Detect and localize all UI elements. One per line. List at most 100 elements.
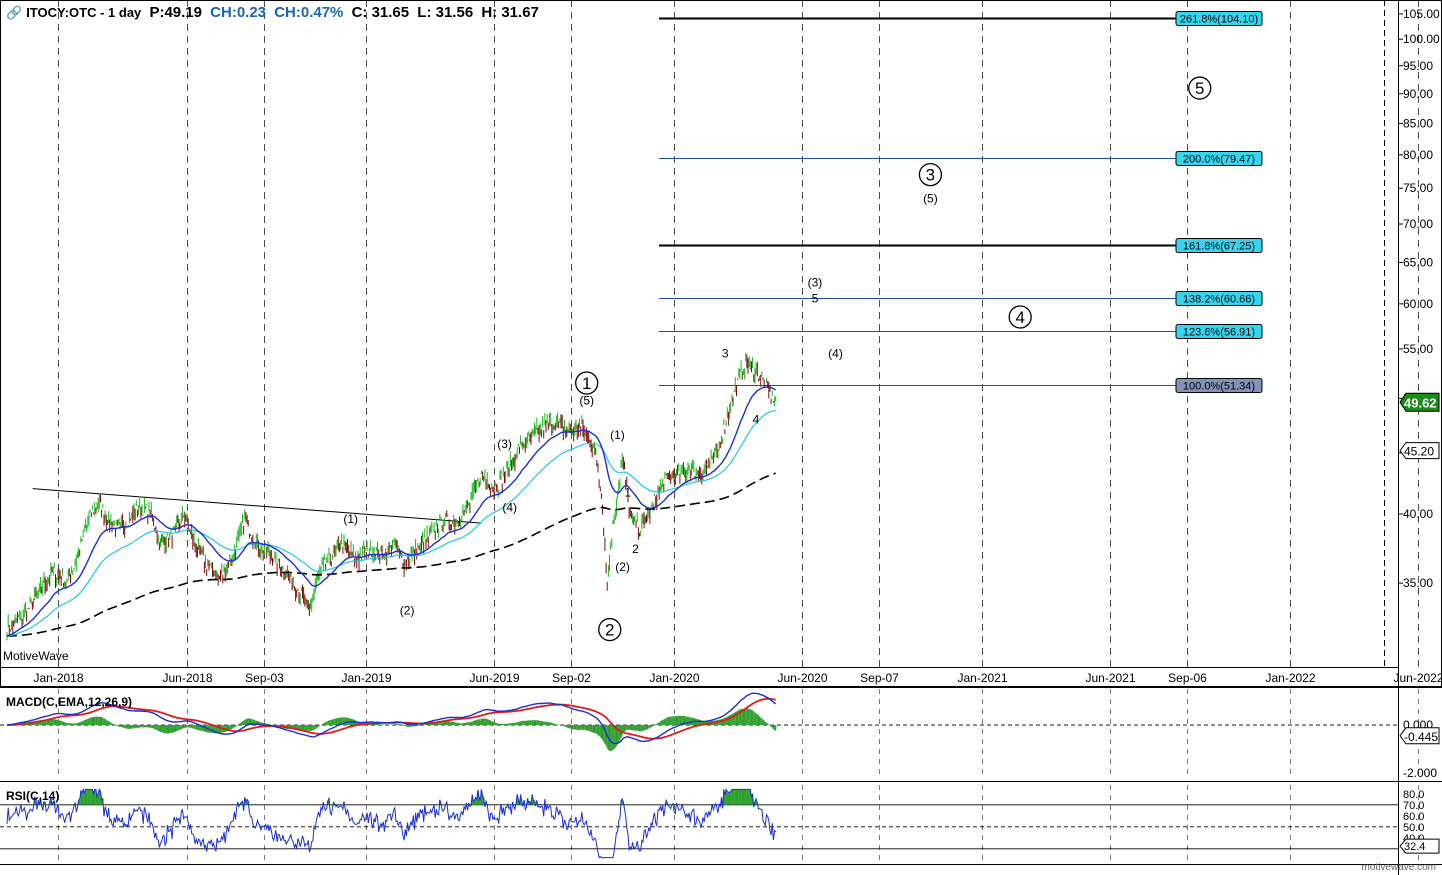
wave-label: (2)	[615, 560, 630, 574]
wave-label: (3)	[808, 276, 823, 290]
rsi-current-label: 32.4	[1404, 841, 1425, 853]
ema-fast-line	[6, 385, 776, 637]
fib-level-label: 161.8%(67.25)	[1183, 241, 1255, 253]
x-tick-label: Jan-2019	[341, 671, 391, 685]
x-tick-label: Sep-06	[1168, 671, 1207, 685]
wave-label: 1	[624, 485, 631, 499]
wave-label: 2	[632, 542, 639, 556]
macd-histogram	[6, 708, 777, 752]
y-tick-label: 100.00	[1403, 32, 1440, 46]
wave-label-circle	[1188, 76, 1212, 100]
footer-site: motivewave.com	[1361, 862, 1436, 873]
x-tick-label: Jun-2019	[469, 671, 519, 685]
price-bars	[6, 352, 777, 641]
fib-level-tag	[1175, 11, 1263, 26]
wave-label: (3)	[497, 437, 512, 451]
macd-line	[6, 692, 777, 745]
price-value: P:49.19	[149, 4, 202, 21]
ema-price-label: 45.20	[1404, 445, 1434, 459]
wave-label: 3	[722, 347, 729, 361]
fib-level-label: 138.2%(60.66)	[1183, 294, 1255, 306]
wave-label: (1)	[610, 428, 625, 442]
rsi-tick-label: 70.0	[1403, 800, 1424, 812]
y-tick-label: 35.00	[1403, 576, 1433, 590]
ema-mid-line	[6, 409, 776, 637]
x-tick-label: Sep-03	[245, 671, 284, 685]
wave-label: (1)	[343, 512, 358, 526]
macd-current-label: -0.445	[1404, 730, 1438, 744]
trendline	[32, 488, 482, 524]
wave-label: 3	[926, 166, 935, 185]
wave-label-circle	[1008, 305, 1032, 329]
wave-label: 5	[1195, 79, 1204, 98]
watermark: MotiveWave	[3, 649, 69, 663]
y-tick-label: 85.00	[1403, 116, 1433, 130]
macd-current-tag	[1399, 727, 1440, 745]
wave-label: 5	[812, 292, 819, 306]
wave-label-circle	[575, 371, 599, 395]
fib-level-tag	[1175, 324, 1263, 339]
wave-label: (4)	[502, 501, 517, 515]
symbol-label[interactable]: ITOCY:OTC - 1 day	[26, 5, 142, 20]
wave-label: 1	[582, 374, 591, 393]
x-tick-label: Sep-02	[552, 671, 591, 685]
fib-level-tag	[1175, 378, 1263, 393]
macd-title: MACD(C,EMA,12,26,9)	[6, 695, 133, 709]
fib-level-label: 123.6%(56.91)	[1183, 327, 1255, 339]
y-tick-label: 60.00	[1403, 297, 1433, 311]
wave-label: (5)	[579, 393, 594, 407]
wave-label: (5)	[923, 192, 938, 206]
x-tick-label: Jun-2021	[1085, 671, 1135, 685]
close-value: C: 31.65	[351, 4, 410, 21]
link-icon[interactable]: 🔗	[6, 5, 23, 20]
x-tick-label: Jan-2018	[33, 671, 83, 685]
rsi-current-tag	[1399, 838, 1440, 854]
ema-price-tag	[1399, 442, 1440, 460]
x-tick-label: Jan-2022	[1265, 671, 1315, 685]
low-value: L: 31.56	[417, 4, 474, 21]
ema-slow-line	[6, 472, 776, 637]
x-tick-label: Jan-2021	[957, 671, 1007, 685]
x-tick-label: Jun-2018	[162, 671, 212, 685]
chart-header: 🔗 ITOCY:OTC - 1 day P:49.19 CH:0.23 CH:0.…	[6, 4, 543, 21]
x-tick-label: Jan-2020	[649, 671, 699, 685]
x-tick-label: Jun-2022	[1393, 671, 1442, 685]
x-tick-label: Jun-2020	[777, 671, 827, 685]
y-tick-label: 90.00	[1403, 87, 1433, 101]
rsi-title: RSI(C,14)	[6, 789, 60, 803]
rsi-line	[6, 787, 777, 859]
rsi-tick-label: 60.0	[1403, 811, 1424, 823]
y-tick-label: 105.00	[1403, 7, 1440, 21]
macd-tick-label: -2.000	[1403, 766, 1437, 780]
wave-label: (4)	[828, 347, 843, 361]
fib-level-tag	[1175, 238, 1263, 253]
change-value: CH:0.23	[210, 4, 267, 21]
y-tick-label: 70.00	[1403, 217, 1433, 231]
y-tick-label: 75.00	[1403, 181, 1433, 195]
main-panel-frame	[0, 0, 1442, 687]
rsi-tick-label: 80.0	[1403, 789, 1424, 801]
y-tick-label: 95.00	[1403, 59, 1433, 73]
wave-label: (2)	[400, 603, 415, 617]
wave-label-circle	[918, 162, 943, 187]
fib-level-tag	[1175, 291, 1263, 306]
wave-label: 2	[605, 621, 614, 640]
current-price-label: 49.62	[1404, 395, 1437, 410]
wave-label: 4	[1015, 308, 1024, 327]
y-tick-label: 40.00	[1403, 507, 1433, 521]
change-percent-value: CH:0.47%	[274, 4, 344, 21]
high-value: H: 31.67	[481, 4, 539, 21]
wave-label: 4	[753, 412, 760, 426]
fib-level-label: 100.0%(51.34)	[1183, 381, 1255, 393]
current-price-tag	[1399, 392, 1440, 412]
fib-level-label: 200.0%(79.47)	[1183, 154, 1255, 166]
fib-level-label: 261.8%(104.10)	[1180, 14, 1258, 26]
rsi-tick-label: 50.0	[1403, 822, 1424, 834]
fib-level-tag	[1175, 151, 1263, 166]
x-tick-label: Sep-07	[860, 671, 899, 685]
wave-label-circle	[598, 617, 622, 642]
y-tick-label: 65.00	[1403, 255, 1433, 269]
y-tick-label: 55.00	[1403, 342, 1433, 356]
y-tick-label: 80.00	[1403, 148, 1433, 162]
